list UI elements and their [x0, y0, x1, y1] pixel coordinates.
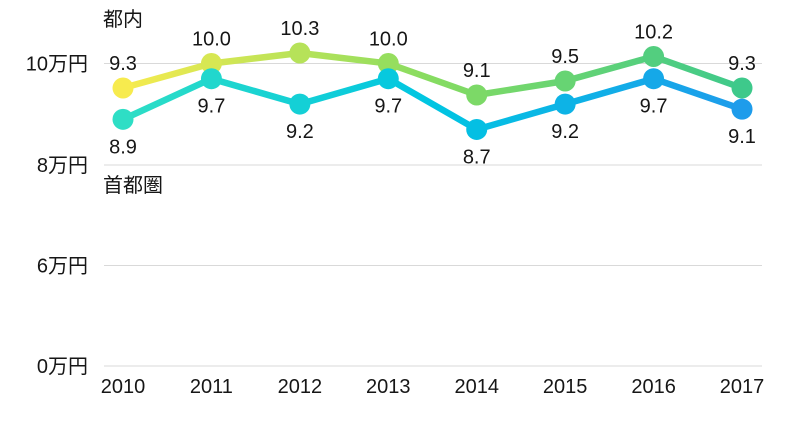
x-axis-tick-label: 2017	[720, 376, 765, 398]
data-point-label: 10.0	[369, 29, 408, 51]
data-point	[289, 42, 311, 64]
data-point	[112, 77, 134, 99]
x-axis-tick-label: 2012	[278, 376, 323, 398]
series-name-label: 都内	[103, 8, 143, 31]
data-point-label: 8.9	[109, 136, 137, 158]
data-point	[112, 108, 134, 130]
y-axis-tick-label: 6万円	[37, 256, 88, 278]
x-axis-tick-label: 2016	[631, 376, 676, 398]
data-point-label: 9.1	[728, 126, 756, 148]
y-axis-tick-label: 0万円	[37, 356, 88, 378]
data-point-label: 9.7	[640, 96, 668, 118]
x-axis-tick-label: 2014	[454, 376, 499, 398]
series-line-都内	[119, 49, 746, 99]
data-point	[554, 93, 576, 115]
series-line-首都圏	[119, 75, 746, 133]
data-point	[466, 84, 488, 106]
series-name-label: 首都圏	[103, 174, 163, 197]
y-axis-tick-label: 8万円	[37, 155, 88, 177]
data-point	[731, 77, 753, 99]
data-point-label: 9.7	[198, 96, 226, 118]
data-point-label: 9.3	[109, 53, 137, 75]
x-axis-tick-label: 2013	[366, 376, 411, 398]
data-point	[643, 68, 665, 90]
data-point	[731, 98, 753, 120]
x-axis-tick-label: 2015	[543, 376, 588, 398]
data-point-label: 9.1	[463, 60, 491, 82]
data-point-label: 10.3	[280, 18, 319, 40]
data-point-label: 9.3	[728, 53, 756, 75]
data-point-label: 9.2	[286, 121, 314, 143]
data-point	[643, 46, 665, 67]
data-point	[200, 53, 222, 74]
data-point-label: 10.2	[634, 22, 673, 44]
data-point-label: 9.2	[551, 121, 579, 143]
data-point	[554, 70, 576, 92]
x-axis-tick-label: 2011	[190, 376, 233, 398]
data-point-label: 9.5	[551, 46, 579, 68]
data-point	[289, 93, 311, 115]
y-axis-tick-label: 10万円	[26, 54, 88, 76]
data-point	[200, 68, 222, 90]
data-point-label: 9.7	[374, 96, 402, 118]
data-point	[466, 118, 488, 140]
data-point	[377, 68, 399, 90]
x-axis-tick-label: 2010	[101, 376, 146, 398]
data-point	[377, 53, 399, 74]
data-point-label: 10.0	[192, 29, 231, 51]
data-point-label: 8.7	[463, 146, 491, 168]
